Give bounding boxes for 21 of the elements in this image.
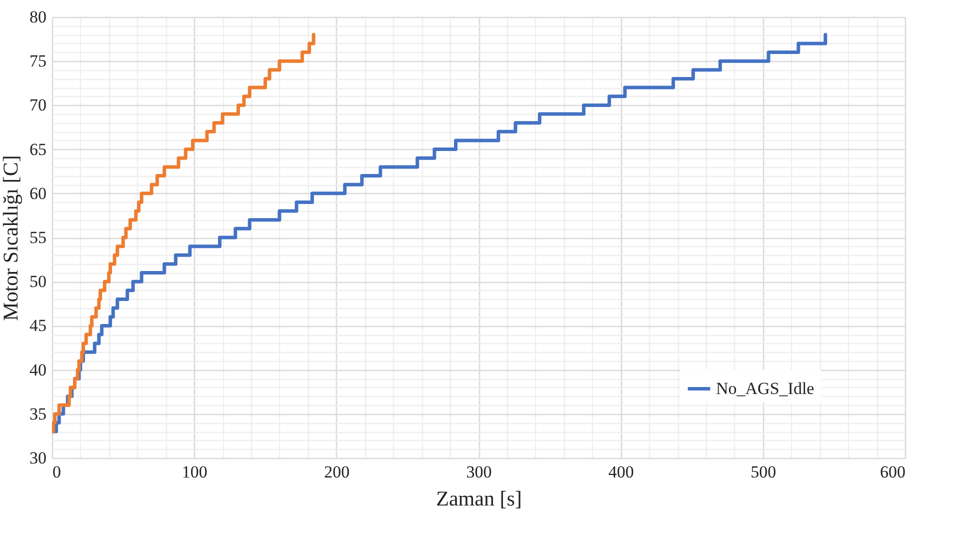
legend-label: No_AGS_Idle <box>716 378 814 398</box>
y-tick-label: 80 <box>30 8 46 26</box>
x-tick-label: 300 <box>466 462 492 482</box>
x-tick-label: 100 <box>182 462 208 482</box>
x-tick-label: 400 <box>608 462 634 482</box>
x-axis-title: Zaman [s] <box>436 486 522 510</box>
y-axis-title: Motor Sıcaklığı [C] <box>0 155 22 321</box>
x-tick-label: 500 <box>750 462 776 482</box>
y-tick-label: 40 <box>30 360 46 380</box>
y-tick-label: 60 <box>30 184 46 203</box>
y-tick-label: 70 <box>30 96 46 115</box>
y-tick-label: 65 <box>30 140 46 159</box>
x-tick-label: 0 <box>52 462 61 482</box>
y-tick-label: 50 <box>30 272 46 292</box>
x-tick-label: 200 <box>324 462 350 482</box>
y-tick-label: 55 <box>30 228 46 247</box>
y-tick-label: 30 <box>30 448 46 468</box>
y-tick-label: 75 <box>30 52 46 71</box>
y-tick-label: 35 <box>30 404 46 424</box>
y-tick-label: 45 <box>30 316 46 336</box>
x-tick-label: 600 <box>880 462 906 482</box>
